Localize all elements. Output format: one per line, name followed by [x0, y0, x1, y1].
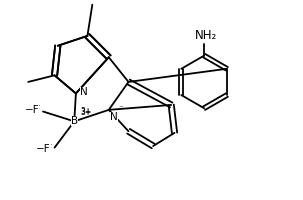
Text: B: B	[71, 116, 78, 126]
Text: 3+: 3+	[81, 107, 92, 116]
Text: N: N	[80, 87, 88, 97]
Text: N: N	[110, 112, 118, 122]
Text: 3+: 3+	[80, 108, 92, 117]
Text: −F: −F	[25, 105, 39, 115]
Text: NH₂: NH₂	[195, 29, 217, 42]
Text: −F: −F	[36, 144, 51, 154]
Text: ⋅F: ⋅F	[44, 144, 53, 154]
Text: B: B	[71, 116, 78, 126]
Text: ⋅F: ⋅F	[32, 105, 42, 115]
Text: ⁻: ⁻	[118, 104, 123, 113]
